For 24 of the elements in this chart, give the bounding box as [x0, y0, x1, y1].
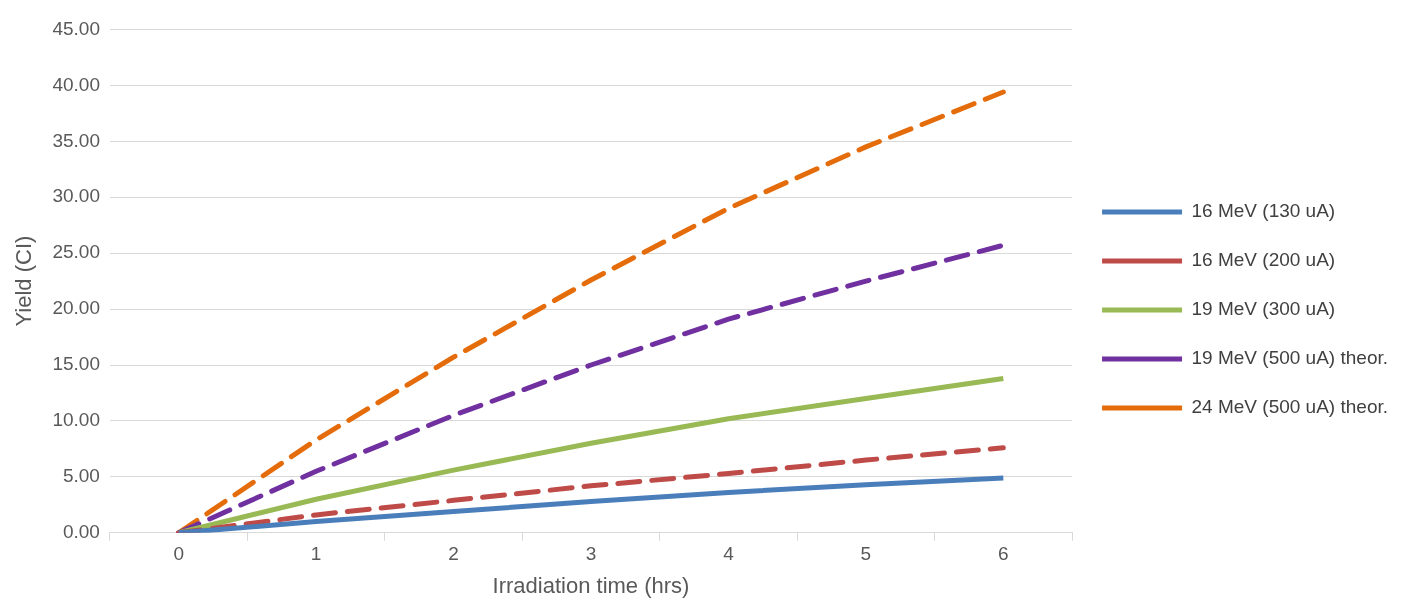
- legend-label: 16 MeV (130 uA): [1191, 200, 1336, 222]
- legend-label: 24 MeV (500 uA) theor.: [1191, 396, 1389, 418]
- x-tick-label: 6: [998, 543, 1009, 565]
- y-tick-label: 40.00: [52, 73, 100, 95]
- x-tick-label: 5: [860, 543, 872, 565]
- x-axis-title: Irradiation time (hrs): [492, 572, 690, 598]
- y-tick-label: 45.00: [52, 17, 100, 39]
- y-tick-label: 20.00: [52, 297, 100, 319]
- legend-label: 19 MeV (500 uA) theor.: [1191, 347, 1389, 369]
- y-tick-label: 35.00: [52, 129, 100, 151]
- y-tick-label: 0.00: [62, 521, 100, 543]
- y-axis-title: Yield (CI): [11, 235, 37, 327]
- y-tick-label: 15.00: [52, 353, 100, 375]
- legend-label: 16 MeV (200 uA): [1191, 249, 1336, 271]
- y-tick-label: 5.00: [62, 465, 100, 487]
- x-tick-label: 4: [723, 543, 735, 565]
- x-tick-label: 3: [585, 543, 597, 565]
- legend-label: 19 MeV (300 uA): [1191, 298, 1336, 320]
- y-tick-label: 30.00: [52, 185, 100, 207]
- y-tick-label: 25.00: [52, 241, 100, 263]
- x-tick-label: 1: [310, 543, 322, 565]
- x-tick-label: 0: [173, 543, 184, 565]
- y-tick-label: 10.00: [52, 409, 100, 431]
- x-tick-label: 2: [448, 543, 459, 565]
